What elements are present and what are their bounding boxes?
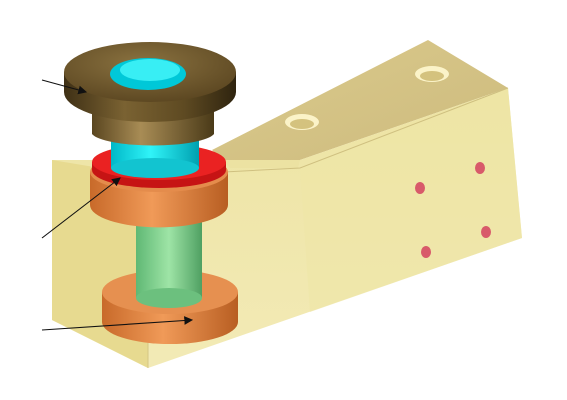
leader-arrow-seal [41, 177, 121, 239]
leader-arrow-flange [41, 79, 88, 95]
side-hole-1 [415, 182, 425, 194]
side-hole-4 [481, 226, 491, 238]
side-hole-2 [475, 162, 485, 174]
top-flange [64, 42, 236, 122]
leader-arrow-collar [41, 316, 194, 331]
block-right-face [300, 88, 522, 312]
side-hole-3 [421, 246, 431, 258]
leader-arrows [41, 79, 194, 331]
